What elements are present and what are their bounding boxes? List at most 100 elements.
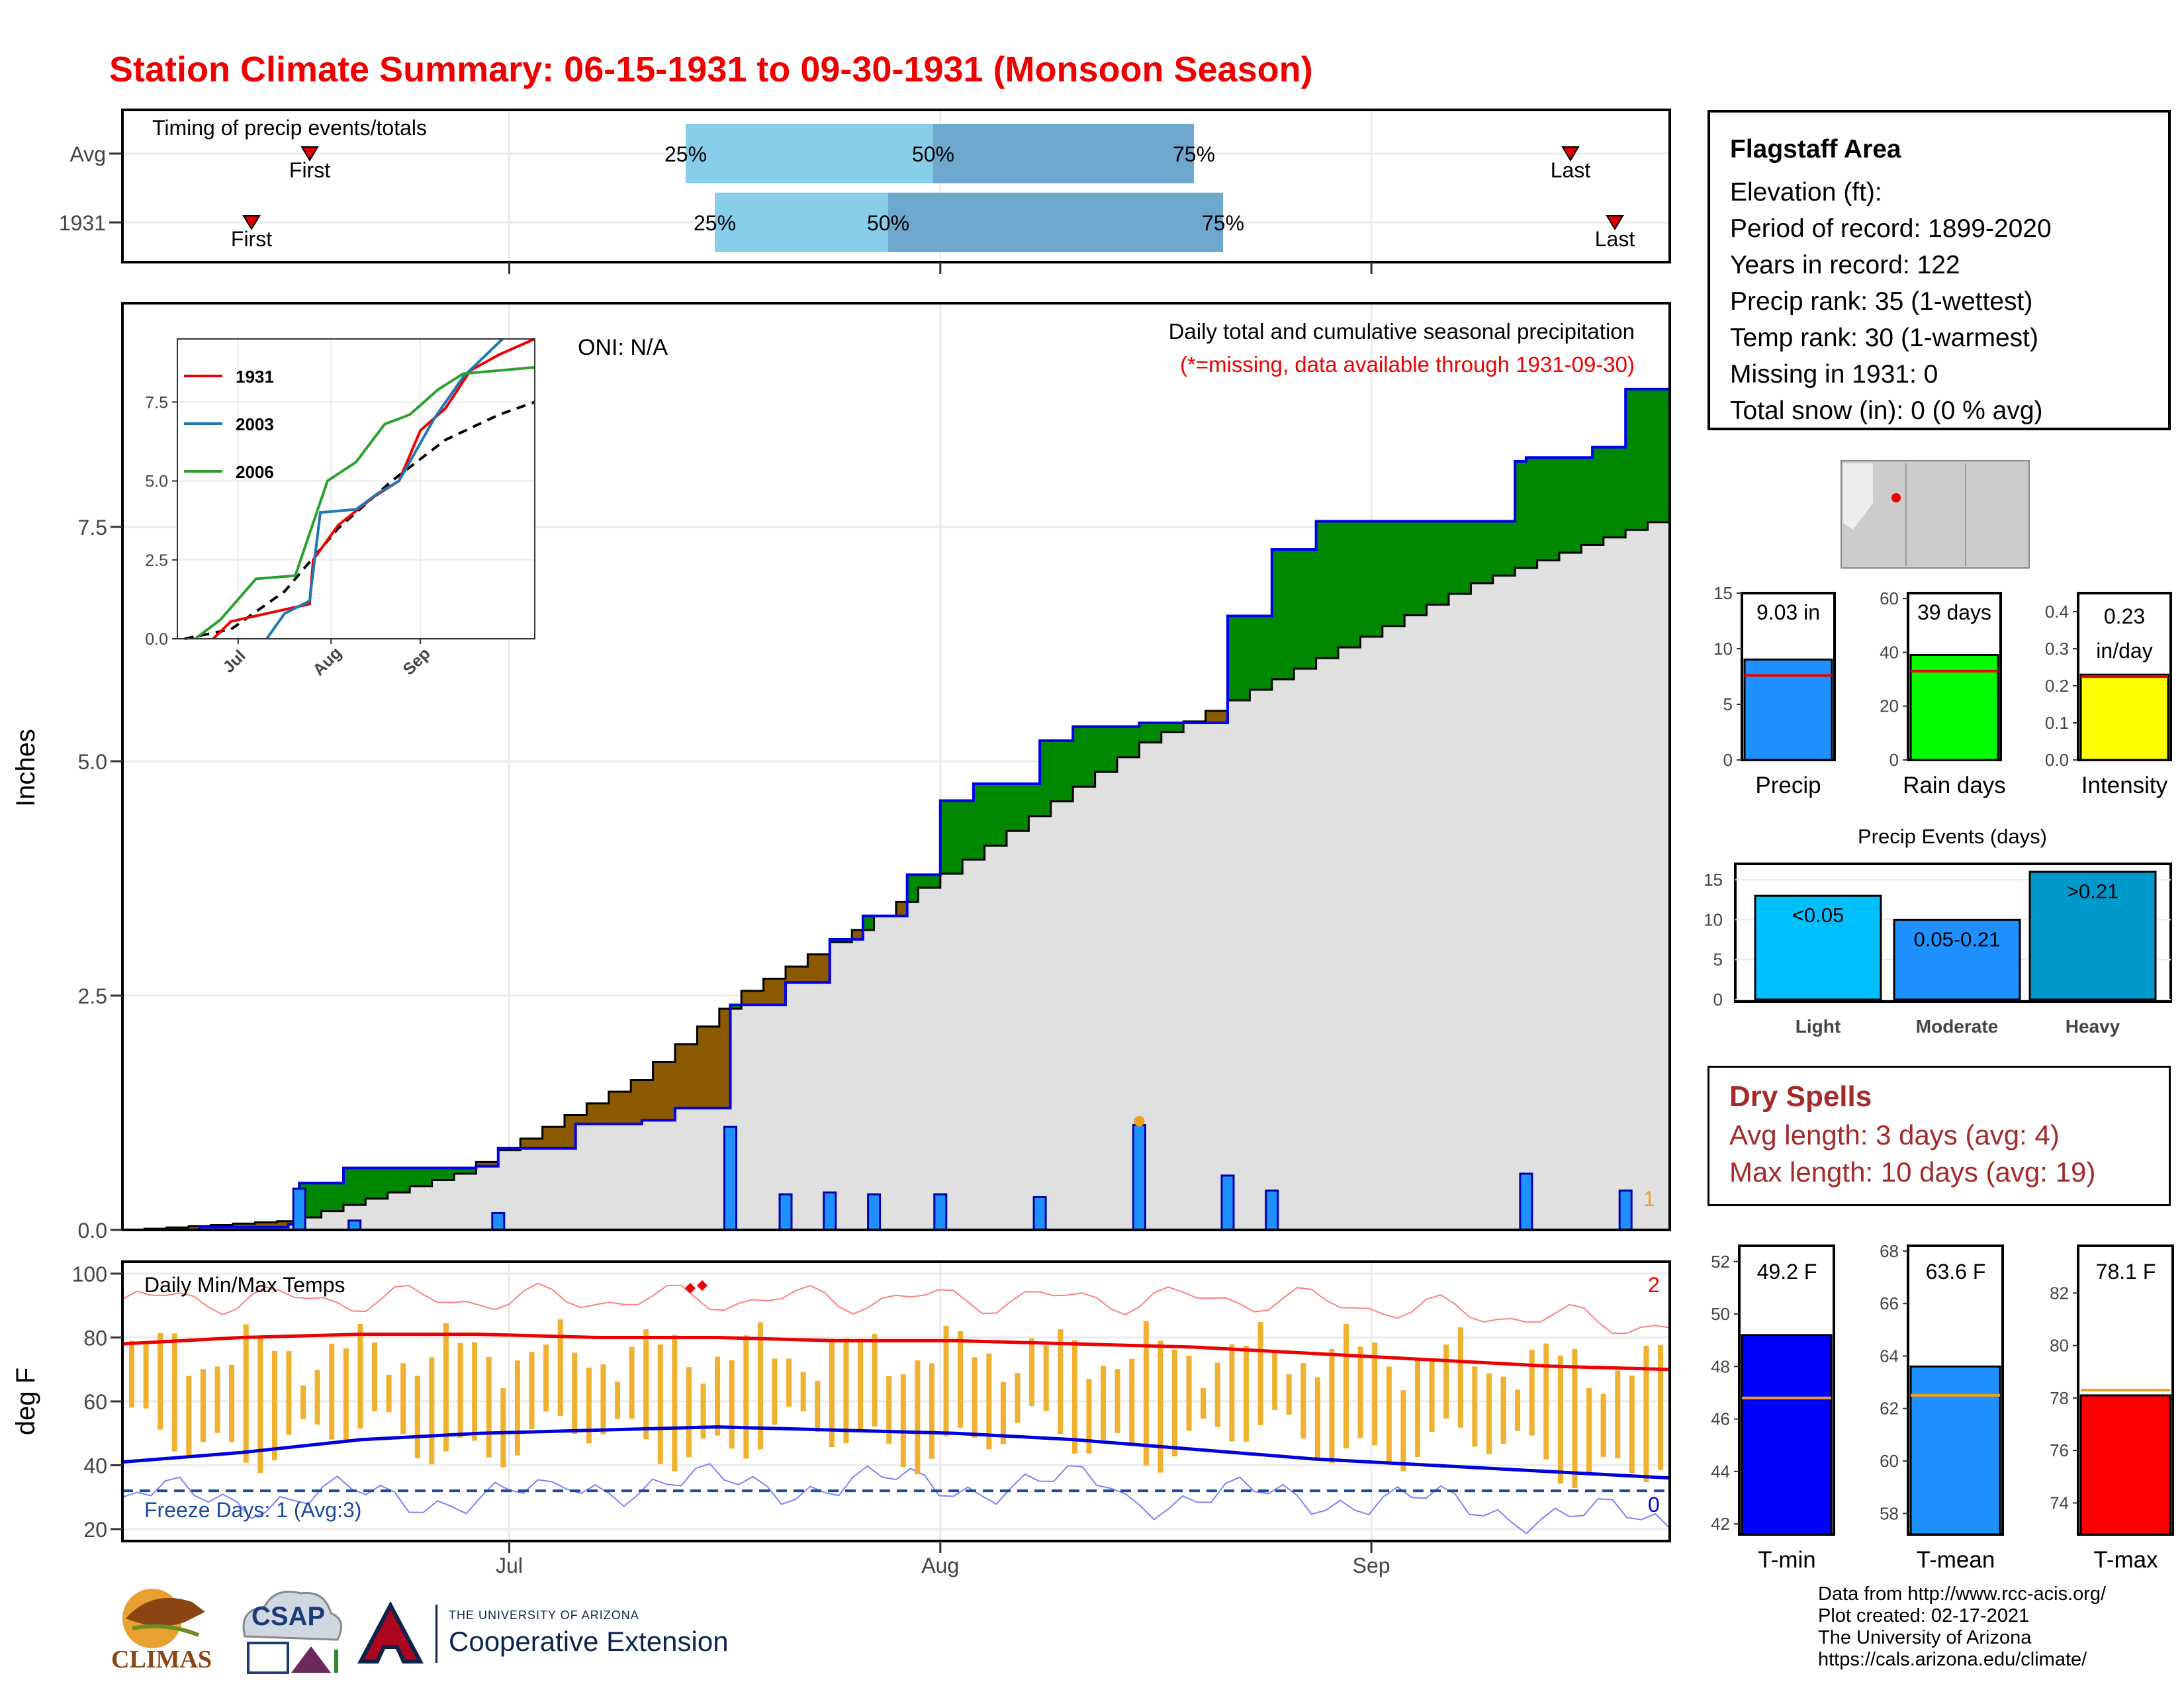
precip-ytick-label: 7.5 (78, 516, 107, 539)
dry-spells-title: Dry Spells (1729, 1080, 1872, 1113)
temp-bar-ytick: 46 (1711, 1409, 1730, 1429)
temp-bar-ytick: 64 (1880, 1346, 1899, 1366)
climas-logo-text: CLIMAS (111, 1646, 212, 1673)
timing-bar-q25-q50 (686, 124, 933, 183)
timing-row-label: 1931 (59, 211, 106, 235)
daily-temp-bar (1629, 1376, 1635, 1474)
daily-temp-bar (386, 1374, 392, 1413)
daily-temp-bar (514, 1360, 520, 1456)
temp-bar-value-label: 49.2 F (1757, 1260, 1817, 1284)
timing-panel-border (121, 109, 1671, 263)
dry-spells-max: Max length: 10 days (avg: 19) (1729, 1156, 2096, 1188)
daily-temp-bar (700, 1383, 706, 1439)
credits: Data from http://www.rcc-acis.org/ Plot … (1818, 1583, 2106, 1671)
daily-temp-bar (1286, 1374, 1292, 1415)
daily-precip-bar (778, 1193, 793, 1231)
daily-temp-bar (843, 1338, 849, 1444)
inset-legend-label: 2006 (236, 462, 274, 482)
timing-q75-label: 75% (1202, 211, 1244, 235)
last-event-marker (1561, 146, 1580, 162)
temp-bar-label: T-min (1758, 1547, 1816, 1573)
mini-bar-value (2079, 673, 2169, 761)
precip-ytick-label: 0.0 (78, 1219, 107, 1243)
credit-line: Plot created: 02-17-2021 (1818, 1605, 2030, 1626)
temp-bar-ytick: 66 (1880, 1293, 1899, 1313)
daily-temp-bar (500, 1388, 506, 1468)
precip-panel-border (121, 302, 1671, 1231)
freeze-days-label: Freeze Days: 1 (Avg:3) (144, 1498, 361, 1522)
daily-temp-bar (1543, 1343, 1549, 1460)
mini-bar-label: Rain days (1903, 773, 2006, 798)
daily-temp-bar (1143, 1321, 1149, 1466)
station-name: Flagstaff Area (1730, 135, 1901, 164)
daily-temp-bar (186, 1376, 192, 1455)
daily-temp-bar (1572, 1349, 1578, 1489)
events-category-label: Moderate (1916, 1016, 1998, 1037)
daily-temp-bar (1086, 1379, 1092, 1454)
station-location-dot (1891, 493, 1901, 502)
daily-temp-bar (1357, 1346, 1363, 1438)
inset-ytick-label: 5.0 (145, 473, 168, 491)
mini-bar-value (1909, 653, 1999, 761)
daily-temp-bar (1272, 1350, 1278, 1410)
daily-temp-bar (1615, 1370, 1621, 1458)
daily-temp-bar (1000, 1382, 1006, 1444)
daily-temp-bar (1515, 1389, 1521, 1431)
daily-temp-bar (1214, 1362, 1220, 1427)
daily-temp-bar (1043, 1345, 1049, 1411)
daily-temp-bar (1015, 1373, 1021, 1423)
climas-logo: CLIMAS (106, 1582, 218, 1675)
daily-precip-bar (1618, 1190, 1633, 1231)
temp-bar-value (2079, 1394, 2171, 1536)
daily-temp-bar (1314, 1377, 1320, 1461)
mini-bar-ytick: 20 (1880, 696, 1899, 716)
mini-bar-value-label: 39 days (1917, 600, 1991, 624)
daily-temp-bar (900, 1374, 906, 1468)
daily-precip-bar (491, 1212, 506, 1231)
timing-q25-label: 25% (664, 142, 707, 166)
temp-bar-value (1909, 1365, 2001, 1536)
daily-temp-bar (629, 1346, 635, 1419)
credit-line: The University of Arizona (1818, 1627, 2032, 1648)
daily-precip-bar (1032, 1196, 1047, 1231)
info-missing: Missing in 1931: 0 (1730, 360, 1938, 389)
daily-temp-bar (715, 1356, 721, 1436)
mini-bar-ytick: 60 (1880, 588, 1899, 608)
ua-block-a-icon (357, 1602, 424, 1665)
daily-temp-bar (958, 1331, 964, 1428)
first-event-label: First (289, 158, 330, 182)
oni-label: ONI: N/A (578, 335, 668, 360)
daily-temp-bar (1115, 1369, 1120, 1433)
inset-ytick-label: 2.5 (145, 551, 168, 570)
ua-line1: THE UNIVERSITY OF ARIZONA (449, 1609, 639, 1622)
mini-bar-value-label: 9.03 in (1756, 600, 1820, 624)
last-event-label: Last (1595, 227, 1635, 251)
daily-temp-bar (414, 1376, 420, 1458)
mini-bar-ytick: 0 (1723, 750, 1733, 770)
daily-temp-bar (271, 1350, 277, 1461)
temp-bar-ytick: 68 (1880, 1241, 1899, 1261)
daily-temp-bar (657, 1344, 663, 1464)
events-bar (1754, 894, 1882, 1001)
daily-temp-bar (886, 1376, 892, 1444)
mini-bar-value-label: 0.23 (2104, 604, 2145, 628)
temp-panel-label: Daily Min/Max Temps (144, 1273, 345, 1297)
mini-bar-ytick: 0.0 (2045, 750, 2069, 770)
daily-temp-bar (586, 1367, 592, 1444)
inset-line-2003 (265, 338, 504, 640)
events-bar (1893, 918, 2021, 1001)
daily-temp-bar (229, 1364, 235, 1442)
daily-temp-bar (1457, 1327, 1463, 1428)
timing-q50-label: 50% (867, 211, 909, 235)
temp-bar-ytick: 44 (1711, 1462, 1730, 1481)
daily-temp-bar (729, 1360, 735, 1449)
daily-temp-bar (643, 1329, 649, 1440)
daily-temp-bar (372, 1342, 378, 1412)
daily-temp-bar (1643, 1345, 1649, 1482)
events-ytick: 10 (1704, 910, 1723, 929)
inset-border (177, 338, 535, 639)
record-min-line (122, 1462, 1670, 1534)
daily-temp-bar (929, 1363, 934, 1459)
daily-temp-bar (457, 1343, 463, 1438)
